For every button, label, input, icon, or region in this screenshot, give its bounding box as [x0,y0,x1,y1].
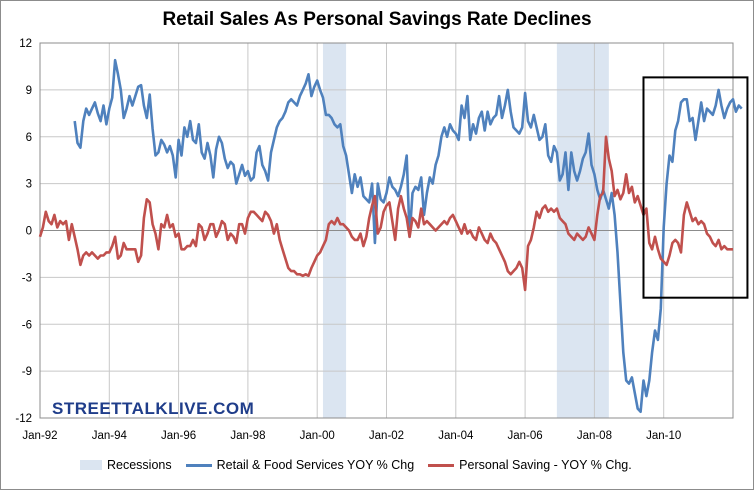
x-tick-label: Jan-02 [369,430,404,442]
legend-swatch-recessions [80,460,102,470]
x-tick-label: Jan-08 [577,430,612,442]
chart-title: Retail Sales As Personal Savings Rate De… [162,9,592,30]
x-tick-label: Jan-98 [230,430,265,442]
y-tick-label: -12 [15,413,32,425]
x-tick-label: Jan-94 [92,430,128,442]
x-tick-label: Jan-06 [508,430,543,442]
retail-sales-line [73,58,743,414]
y-tick-label: 6 [26,132,32,144]
watermark-text: STREETTALKLIVE.COM [52,399,255,418]
legend-label-recessions: Recessions [107,458,172,472]
y-tick-label: -6 [22,319,32,331]
x-tick-label: Jan-96 [161,430,196,442]
legend-label-saving: Personal Saving - YOY % Chg. [459,458,632,472]
legend: Recessions Retail & Food Services YOY % … [80,456,646,474]
x-tick-label: Jan-92 [22,430,57,442]
legend-item-retail: Retail & Food Services YOY % Chg [185,458,415,472]
x-tick-label: Jan-00 [300,430,335,442]
x-tick-label: Jan-04 [438,430,474,442]
y-tick-label: -9 [22,366,32,378]
legend-swatch-saving [428,463,455,467]
y-tick-label: 0 [26,226,32,238]
y-tick-label: 3 [26,179,32,191]
legend-item-saving: Personal Saving - YOY % Chg. [428,458,632,472]
highlight-rectangle [642,76,749,299]
y-tick-label: -3 [22,272,32,284]
y-tick-label: 9 [26,85,32,97]
personal-saving-line [38,135,733,292]
legend-swatch-retail [185,463,212,467]
x-tick-label: Jan-10 [646,430,681,442]
series-lines [38,58,743,414]
y-tick-label: 12 [19,38,32,50]
legend-label-retail: Retail & Food Services YOY % Chg [216,458,415,472]
highlight-box [642,76,749,299]
tick-labels: 12 9 6 3 0 -3 -6 -9 -12 Jan-92 Jan-94 Jan-96 Jan-98 J… [15,38,681,442]
legend-item-recessions: Recessions [80,458,172,472]
